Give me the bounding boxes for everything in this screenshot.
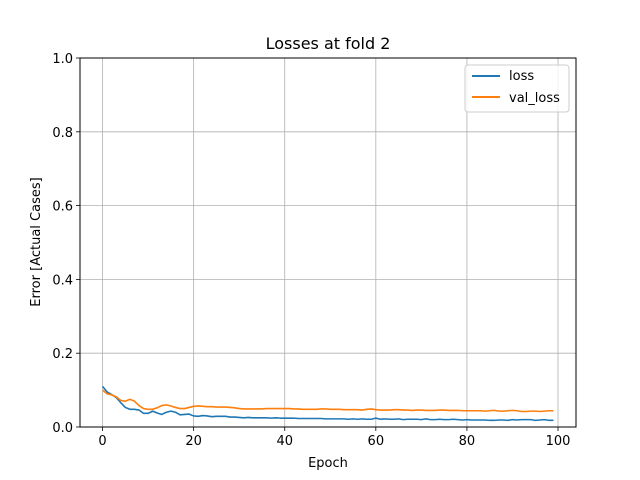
legend: loss val_loss [464, 64, 570, 113]
legend-label-loss: loss [509, 69, 534, 84]
x-tick-label: 0 [98, 434, 106, 449]
y-axis: 0.0 0.2 0.4 0.6 0.8 1.0 [52, 52, 80, 436]
x-tick-label: 80 [459, 434, 476, 449]
chart-title: Losses at fold 2 [266, 34, 391, 53]
series-line-loss [101, 385, 554, 422]
x-tick-label: 100 [546, 434, 571, 449]
y-tick-label: 0.4 [52, 273, 73, 288]
x-tick-label: 40 [276, 434, 293, 449]
y-axis-label: Error [Actual Cases] [29, 177, 44, 306]
y-tick-label: 1.0 [52, 52, 73, 67]
y-tick-label: 0.8 [52, 126, 73, 141]
y-tick-label: 0.2 [52, 347, 73, 362]
x-axis: 0 20 40 60 80 100 [98, 427, 570, 449]
y-tick-label: 0.0 [52, 421, 73, 436]
series-layer [101, 385, 554, 422]
grid [80, 57, 576, 428]
x-tick-label: 60 [368, 434, 385, 449]
x-axis-label: Epoch [308, 456, 348, 471]
x-tick-label: 20 [185, 434, 202, 449]
series-line-val-loss [102, 389, 554, 413]
plot-frame [79, 57, 577, 428]
y-tick-label: 0.6 [52, 200, 73, 215]
legend-label-val-loss: val_loss [509, 91, 560, 106]
